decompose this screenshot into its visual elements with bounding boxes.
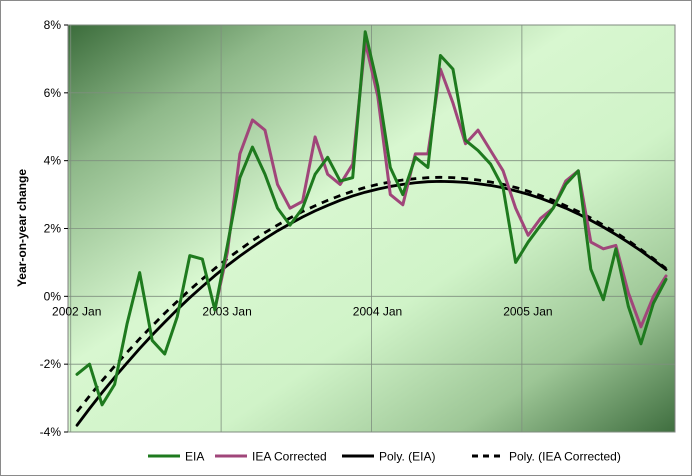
series-lines [75, 30, 668, 427]
gridlines [68, 24, 675, 433]
series-line-poly-eia [75, 179, 668, 427]
y-axis-title: Year-on-year change [15, 169, 29, 287]
legend-label-poly-iea-corrected: Poly. (IEA Corrected) [509, 450, 621, 464]
y-tick-label: 0% [44, 289, 62, 303]
x-tick-labels: 2002 Jan 2003 Jan 2004 Jan 2005 Jan [52, 304, 553, 318]
x-tick-label: 2005 Jan [503, 304, 552, 318]
y-tick-label: 4% [44, 154, 62, 168]
y-tick-label: 2% [44, 222, 62, 236]
legend-label-eia: EIA [185, 450, 204, 464]
y-tick-label: -4% [40, 425, 62, 439]
legend-label-iea-corrected: IEA Corrected [252, 450, 327, 464]
series-line-iea-corrected [213, 40, 668, 329]
x-tick-label: 2004 Jan [353, 304, 402, 318]
series-line-eia [75, 30, 668, 407]
y-tick-labels: -4% -2% 0% 2% 4% 6% 8% [40, 18, 68, 439]
legend: EIA IEA Corrected Poly. (EIA) Poly. (IEA Co… [148, 450, 621, 464]
y-tick-label: 8% [44, 18, 62, 32]
legend-label-poly-eia: Poly. (EIA) [379, 450, 435, 464]
y-tick-label: -2% [40, 357, 62, 371]
x-tick-label: 2003 Jan [202, 304, 251, 318]
y-tick-label: 6% [44, 86, 62, 100]
x-tick-label: 2002 Jan [52, 304, 101, 318]
series-line-poly-iea-corrected [75, 175, 667, 413]
